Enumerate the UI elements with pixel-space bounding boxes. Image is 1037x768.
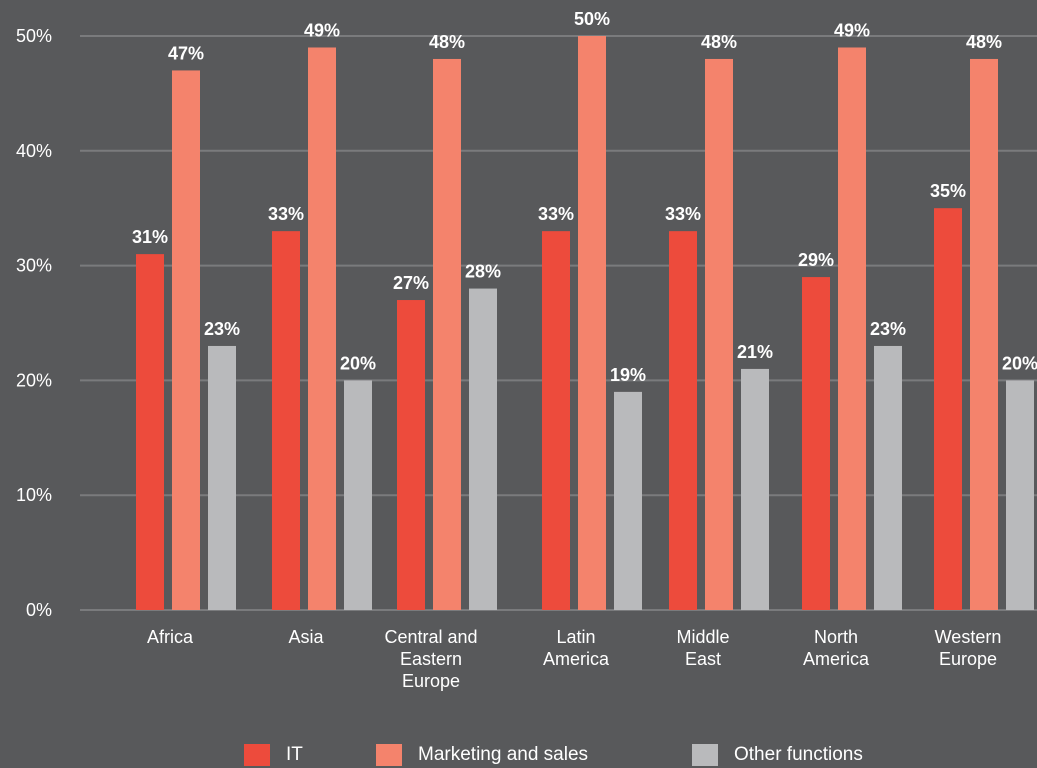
bar <box>1006 380 1034 610</box>
bar <box>669 231 697 610</box>
bar <box>741 368 769 610</box>
data-label: 48% <box>429 32 465 52</box>
data-label: 47% <box>168 43 204 63</box>
y-tick-label: 50% <box>16 26 52 46</box>
bar <box>208 345 236 610</box>
data-label: 33% <box>538 204 574 224</box>
data-label: 49% <box>304 20 340 40</box>
data-label: 50% <box>574 9 610 29</box>
x-tick-label: North America <box>803 627 870 669</box>
data-label: 27% <box>393 273 429 293</box>
bar <box>542 231 570 610</box>
data-label: 35% <box>930 181 966 201</box>
bar <box>802 277 830 610</box>
data-label: 31% <box>132 227 168 247</box>
bar <box>469 288 497 610</box>
y-tick-label: 0% <box>26 600 52 620</box>
bar <box>970 58 998 610</box>
data-label: 20% <box>1002 353 1037 373</box>
bar <box>433 58 461 610</box>
bar <box>934 208 962 610</box>
x-tick-label: Central and Eastern Europe <box>384 627 477 691</box>
data-label: 48% <box>701 32 737 52</box>
x-tick-label: Middle East <box>676 627 729 669</box>
data-label: 20% <box>340 353 376 373</box>
bar <box>705 58 733 610</box>
legend-item-it: IT <box>244 744 303 766</box>
bar <box>136 254 164 610</box>
legend-swatch-it <box>244 744 270 766</box>
y-tick-label: 10% <box>16 485 52 505</box>
legend-label-other: Other functions <box>734 744 863 765</box>
bar <box>874 345 902 610</box>
legend-item-other: Other functions <box>692 744 863 766</box>
bar <box>578 36 606 610</box>
bar <box>308 47 336 611</box>
legend-swatch-other <box>692 744 718 766</box>
bar <box>272 231 300 610</box>
legend-item-marketing: Marketing and sales <box>376 744 588 766</box>
data-label: 48% <box>966 32 1002 52</box>
data-label: 23% <box>204 319 240 339</box>
data-label: 29% <box>798 250 834 270</box>
data-label: 23% <box>870 319 906 339</box>
bar <box>838 47 866 611</box>
y-tick-label: 30% <box>16 256 52 276</box>
bar <box>397 300 425 610</box>
x-tick-label: Western Europe <box>935 627 1002 669</box>
x-tick-label: Asia <box>288 627 324 647</box>
y-tick-label: 20% <box>16 370 52 390</box>
legend-label-it: IT <box>286 744 303 765</box>
x-tick-label: Latin America <box>543 627 610 669</box>
data-label: 49% <box>834 20 870 40</box>
data-label: 21% <box>737 342 773 362</box>
y-tick-label: 40% <box>16 141 52 161</box>
data-label: 28% <box>465 262 501 282</box>
legend: IT Marketing and sales Other functions <box>0 744 1037 768</box>
data-label: 33% <box>665 204 701 224</box>
bar <box>344 380 372 610</box>
bar-chart: 0% 10% 20% 30% 40% 50% 31% 33% 27% 33% 33% 29% 35% 47… <box>16 9 1037 691</box>
legend-label-marketing: Marketing and sales <box>418 744 589 765</box>
data-label: 33% <box>268 204 304 224</box>
x-tick-label: Africa <box>147 627 194 647</box>
bar <box>172 70 200 610</box>
data-label: 19% <box>610 365 646 385</box>
bar <box>614 391 642 610</box>
legend-swatch-marketing <box>376 744 402 766</box>
